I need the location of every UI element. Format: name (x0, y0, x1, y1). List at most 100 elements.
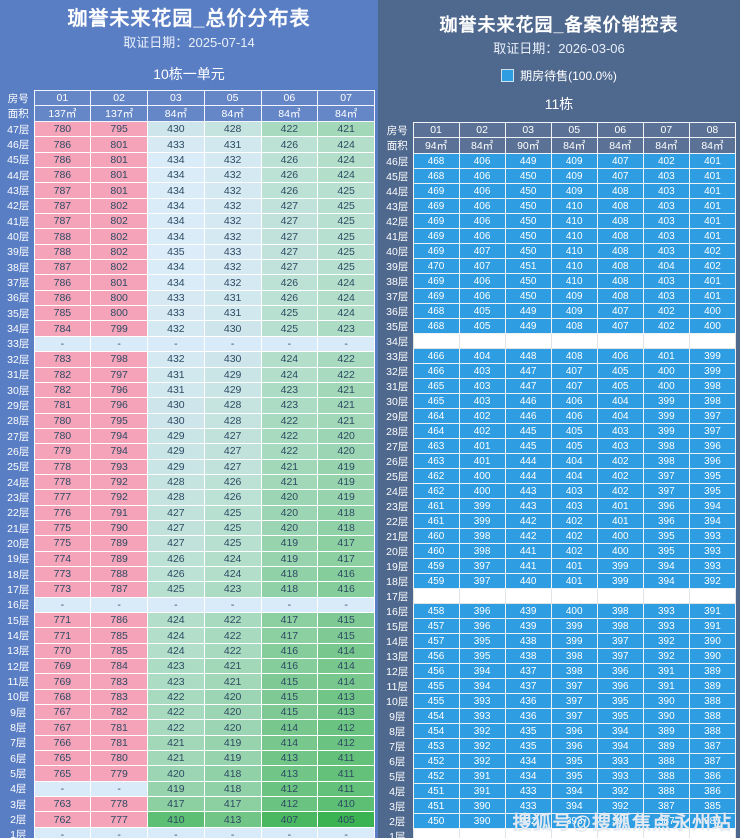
table-row: 43层 469 406 450 410 408 403 401 (382, 198, 737, 214)
price-cell: 417 (147, 796, 205, 813)
price-cell: 450 (504, 168, 552, 184)
table-row: 12层 456 394 437 398 396 391 389 (382, 663, 737, 679)
price-cell: 425 (147, 581, 205, 598)
price-cell: 393 (458, 693, 506, 709)
floor-label: 15层 (7, 614, 30, 627)
price-cell: 404 (596, 393, 644, 409)
price-cell: 427 (203, 427, 262, 445)
price-cell: 392 (596, 798, 644, 814)
price-cell: 426 (260, 182, 319, 199)
price-cell: 419 (147, 780, 205, 798)
price-cell: 393 (642, 603, 690, 619)
price-cell: 434 (147, 197, 205, 215)
table-row: 22层 776 791 427 425 420 418 (3, 504, 375, 521)
table-row: 41层 787 802 434 432 427 425 (3, 213, 375, 230)
price-cell: 391 (688, 603, 737, 619)
table-row: 33层 466 404 448 408 406 401 399 (382, 348, 737, 364)
price-cell: 426 (147, 550, 205, 567)
price-cell: 436 (504, 693, 552, 709)
price-cell: 408 (596, 243, 644, 259)
price-cell: - (33, 780, 92, 798)
price-cell: 401 (688, 183, 737, 199)
price-cell: 398 (642, 453, 690, 469)
record-price-table: 房号 01 02 03 05 06 07 08 面积 94㎡ 84㎡ 90㎡ 84㎡ 84㎡ 84㎡ 84㎡ 4… (382, 122, 737, 838)
left-evidence-date: 取证日期：2025-07-14 (3, 32, 375, 54)
corner-area-label: 面积 (386, 140, 408, 152)
price-cell: 424 (317, 274, 375, 291)
price-cell: 407 (550, 378, 598, 394)
price-cell: 411 (317, 750, 375, 767)
price-cell: 397 (458, 558, 506, 574)
price-cell: 420 (260, 504, 319, 521)
floor-label: 9层 (389, 710, 406, 723)
price-cell: 462 (412, 468, 460, 484)
price-cell: 404 (458, 348, 506, 364)
price-cell: 450 (504, 198, 552, 214)
price-cell: 430 (203, 320, 262, 337)
table-row: 10层 455 393 436 397 395 390 388 (382, 693, 737, 709)
price-cell: 792 (90, 489, 148, 506)
price-cell: 426 (147, 565, 205, 583)
floor-label: 21层 (386, 530, 409, 543)
record-price-panel: 珈誉未来花园_备案价销控表 取证日期：2026-03-06 期房待售(100.0… (378, 0, 740, 838)
price-cell: 765 (33, 750, 92, 767)
price-cell: 465 (412, 378, 460, 394)
price-cell: 428 (203, 120, 262, 138)
price-cell: 407 (458, 243, 506, 259)
price-cell: 451 (504, 258, 552, 274)
price-cell: 426 (260, 136, 319, 153)
price-cell: - (90, 596, 148, 614)
table-row: 23层 461 399 443 403 401 396 394 (382, 498, 737, 514)
price-cell: 778 (90, 796, 148, 813)
price-cell: 399 (458, 498, 506, 514)
table-row: 40层 469 407 450 410 408 403 402 (382, 243, 737, 259)
table-row: 2层 762 777 410 413 407 405 (3, 811, 375, 828)
presale-legend: 期房待售(100.0%) (382, 66, 736, 84)
price-cell: 396 (596, 678, 644, 694)
floor-label: 42层 (386, 215, 409, 228)
right-date-value: 2026-03-06 (558, 41, 625, 56)
price-cell: 450 (504, 228, 552, 244)
price-cell: 434 (147, 274, 205, 291)
price-cell: 422 (203, 611, 262, 629)
table-row: 6层 452 392 434 395 393 388 387 (382, 753, 737, 769)
price-cell: 435 (504, 723, 552, 739)
price-cell: 449 (504, 303, 552, 319)
price-cell: 469 (412, 213, 460, 229)
price-cell: 424 (317, 136, 375, 153)
price-cell: 402 (688, 258, 737, 274)
price-cell: 447 (504, 363, 552, 379)
table-row: 46层 468 406 449 409 407 402 401 (382, 153, 737, 169)
price-cell: 400 (596, 528, 644, 544)
price-cell: 387 (688, 738, 737, 754)
price-cell: 788 (33, 228, 92, 245)
price-cell: 422 (317, 366, 375, 383)
price-cell: 468 (412, 168, 460, 184)
price-cell: 399 (688, 363, 737, 379)
table-row: 46层 786 801 433 431 426 424 (3, 136, 375, 153)
price-cell: 403 (458, 378, 506, 394)
price-cell: 420 (317, 427, 375, 445)
table-row: 17层 773 787 425 423 418 416 (3, 581, 375, 598)
price-cell: 783 (33, 351, 92, 368)
price-cell: 432 (147, 351, 205, 368)
price-cell: 427 (203, 443, 262, 460)
price-cell: 452 (412, 753, 460, 769)
price-cell: 401 (688, 228, 737, 244)
floor-label: 31层 (386, 380, 409, 393)
price-cell: 406 (458, 213, 506, 229)
floor-label: 29层 (386, 410, 409, 423)
floor-label: 29层 (7, 399, 30, 412)
table-row: 19层 774 789 426 424 419 417 (3, 550, 375, 567)
price-cell: 400 (688, 303, 737, 319)
floor-label: 27层 (7, 430, 30, 443)
price-cell: 433 (147, 305, 205, 322)
column-header: 05 (550, 122, 598, 138)
price-cell: 390 (642, 693, 690, 709)
price-cell: 801 (90, 274, 148, 291)
price-cell: 425 (260, 305, 319, 322)
price-cell: 391 (642, 678, 690, 694)
floor-label: 15层 (386, 620, 409, 633)
price-cell: - (147, 596, 205, 614)
price-cell: 786 (33, 167, 92, 184)
